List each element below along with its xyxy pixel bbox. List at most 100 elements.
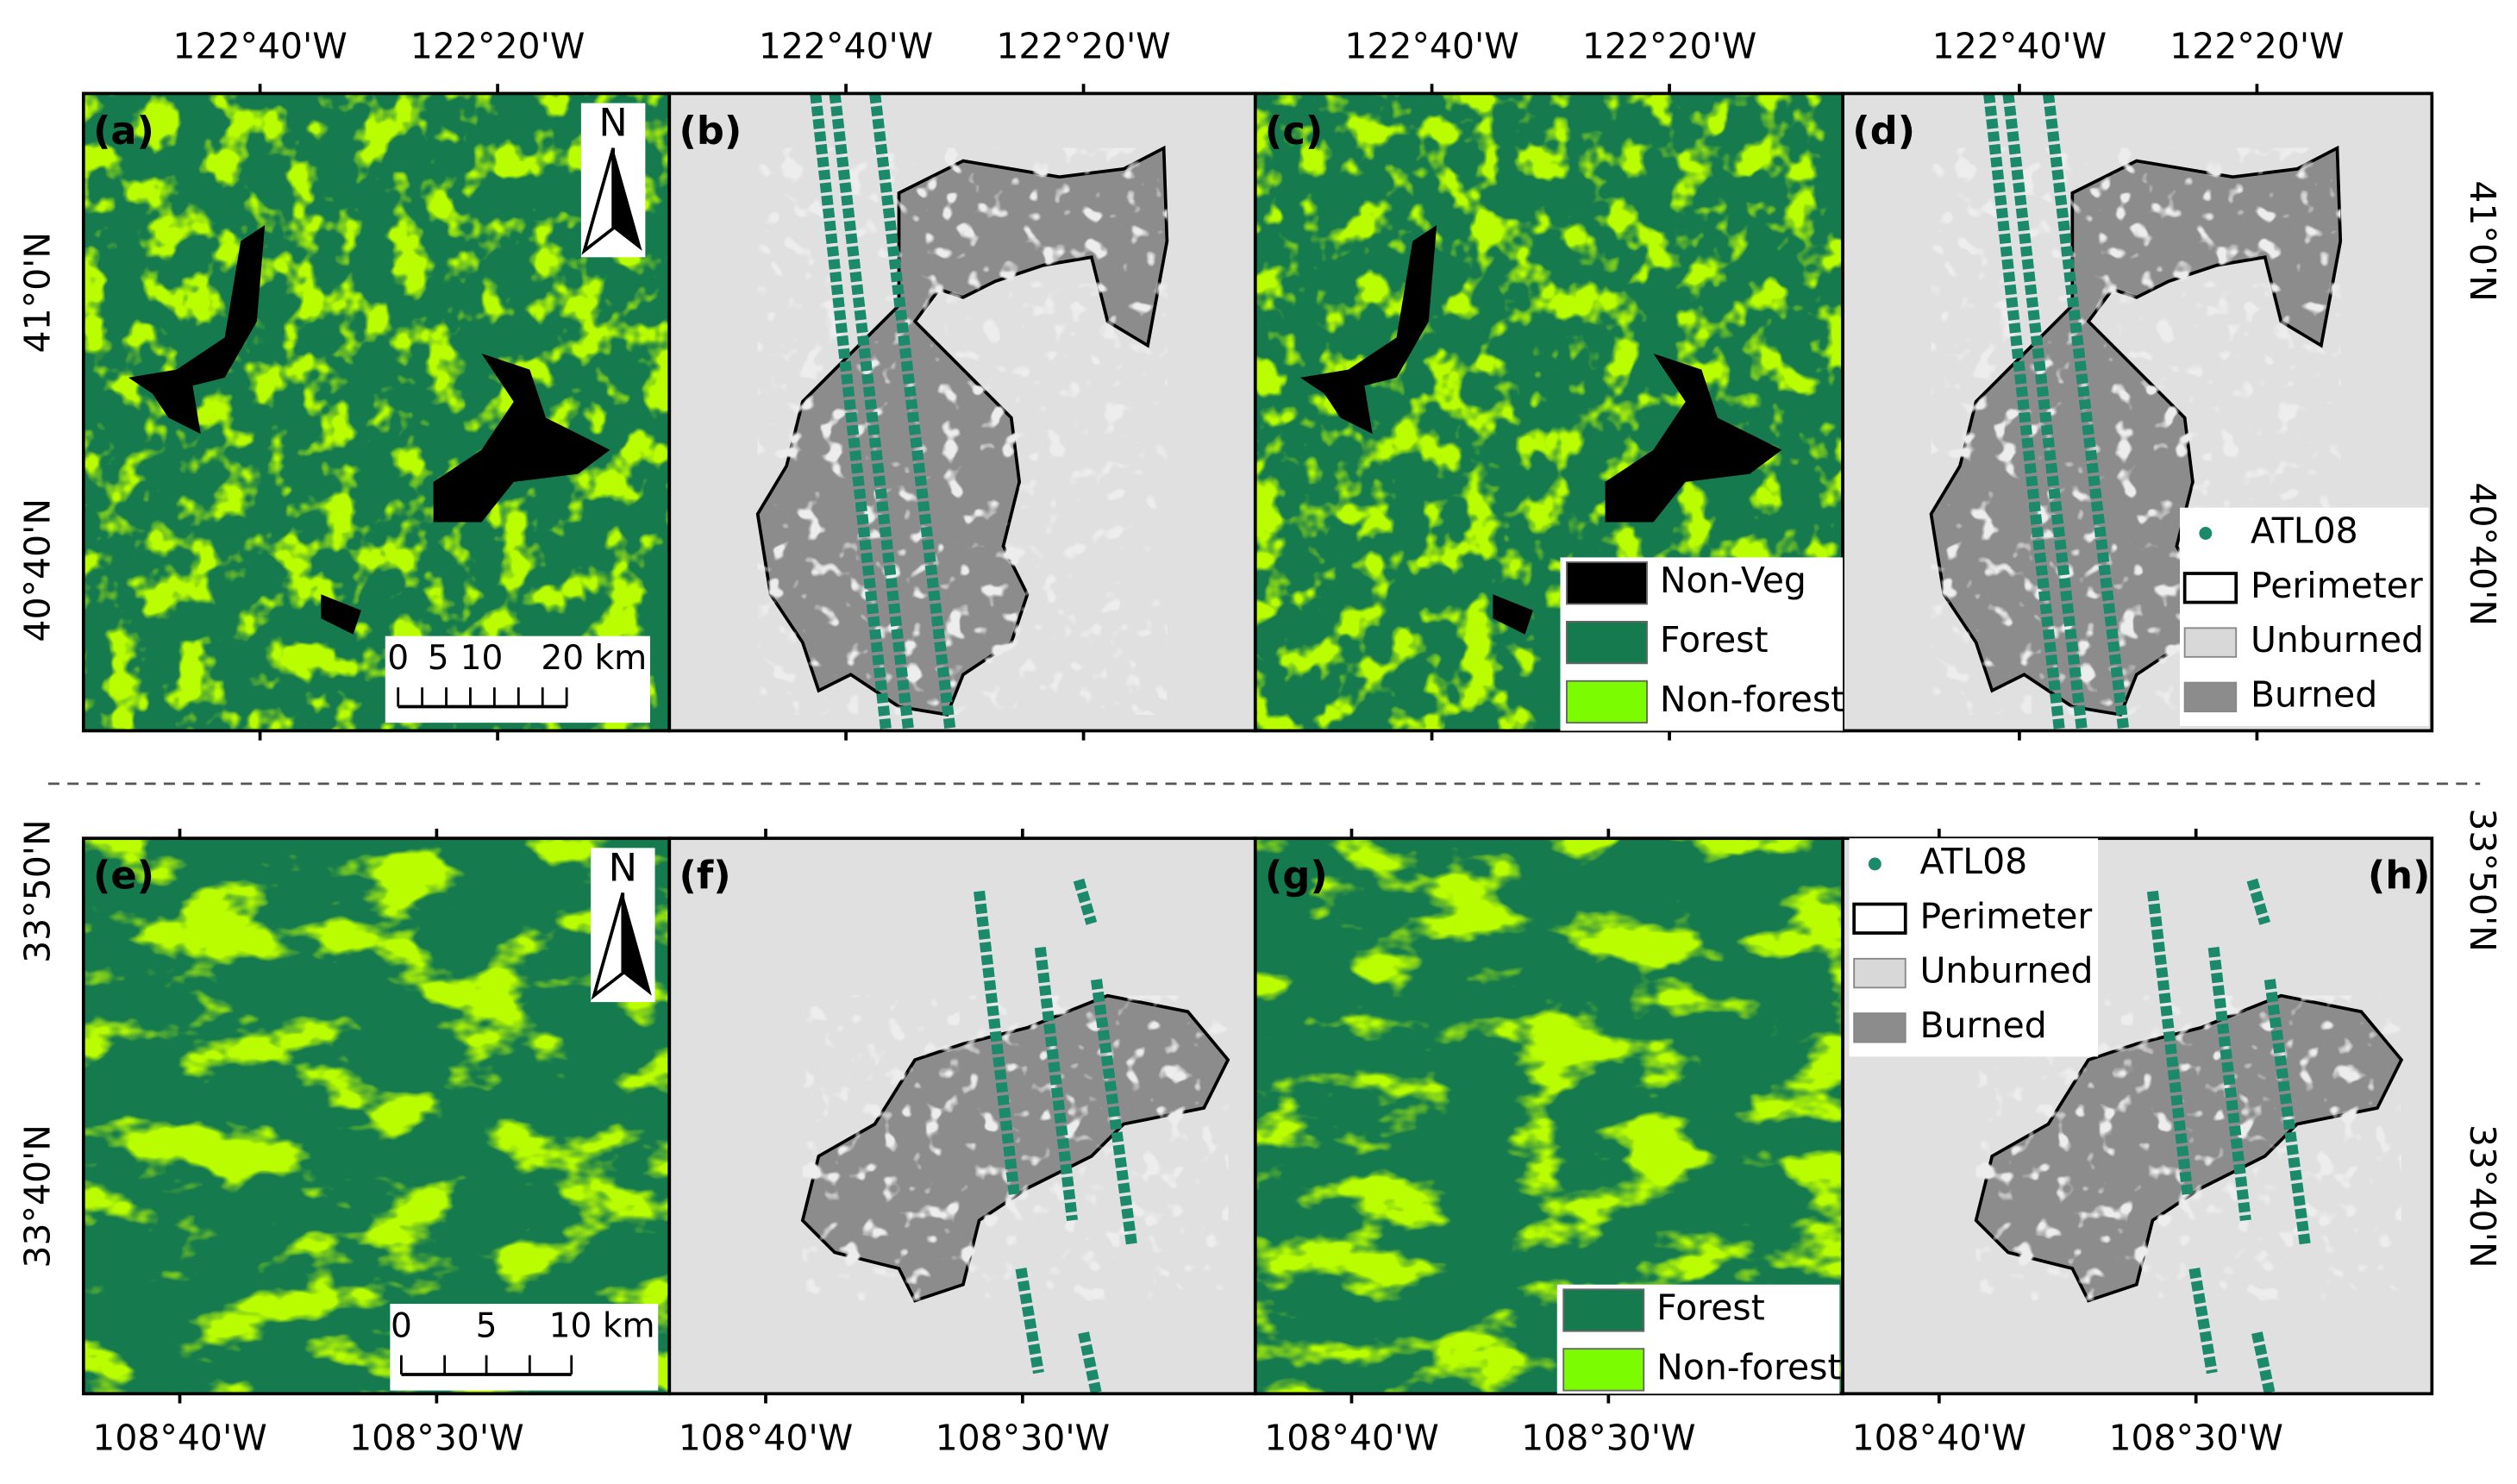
legend-swatch	[1565, 679, 1648, 724]
latitude-label: 33°50'N	[2462, 808, 2503, 952]
legend-label: ATL08	[1919, 841, 2027, 882]
longitude-label: 122°20'W	[410, 25, 585, 66]
legend-label: Non-forest	[1656, 1346, 1841, 1387]
legend-swatch	[1853, 957, 1907, 989]
latitude-label: 33°40'N	[17, 1124, 59, 1268]
legend-label: ATL08	[2251, 510, 2358, 551]
atl08-track	[869, 93, 956, 731]
panel-label: (d)	[1852, 109, 1915, 153]
atl08-track	[1073, 878, 1098, 925]
legend-label: Unburned	[2251, 619, 2424, 661]
latitude-label: 41°0'N	[2462, 180, 2503, 301]
scale-bar-label: 5	[428, 639, 449, 678]
longitude-label: 122°20'W	[996, 25, 1170, 66]
latitude-label: 40°40'N	[17, 498, 59, 642]
north-label: N	[598, 101, 627, 146]
water-body	[1299, 225, 1782, 635]
legend-label: Burned	[2251, 673, 2377, 715]
legend-swatch	[2183, 681, 2238, 713]
legend-swatch	[1565, 561, 1648, 605]
longitude-label: 122°40'W	[759, 25, 933, 66]
legend-label: Forest	[1656, 1287, 1765, 1329]
longitude-label: 122°40'W	[1932, 25, 2107, 66]
longitude-label: 122°40'W	[172, 25, 347, 66]
legend-marker	[1868, 857, 1881, 871]
unburned-patches	[1931, 147, 2341, 715]
atl08-track	[2002, 93, 2088, 731]
legend-label: Perimeter	[1919, 895, 2092, 936]
latitude-label: 33°40'N	[2462, 1124, 2503, 1268]
legend-swatch	[1565, 620, 1648, 665]
scale-bar-label: 5	[476, 1306, 498, 1345]
longitude-label: 108°40'W	[1852, 1417, 2026, 1458]
atl08-track	[1015, 1268, 1044, 1374]
atl08-track	[2246, 878, 2270, 925]
legend-marker	[2199, 527, 2213, 540]
atl08-track	[1078, 1331, 1102, 1394]
longitude-label: 108°30'W	[2108, 1417, 2282, 1458]
legend-swatch	[1562, 1288, 1645, 1332]
panel-frame	[1841, 91, 2434, 733]
panel-label: (h)	[2368, 854, 2431, 899]
atl08-track	[1091, 979, 1137, 1246]
map-panel	[1843, 838, 2432, 1394]
panel-frame	[1841, 836, 2434, 1396]
longitude-label: 108°30'W	[349, 1417, 523, 1458]
longitude-label: 108°40'W	[92, 1417, 266, 1458]
longitude-label: 122°40'W	[1344, 25, 1518, 66]
longitude-label: 108°30'W	[936, 1417, 1110, 1458]
map-panel	[669, 93, 1255, 731]
water-body	[128, 225, 610, 635]
atl08-track	[810, 93, 892, 731]
legend-swatch	[1853, 1012, 1907, 1043]
atl08-track	[2188, 1268, 2218, 1374]
legend-label: Non-forest	[1660, 679, 1844, 720]
legend-swatch	[2183, 627, 2238, 658]
atl08-track	[2251, 1331, 2276, 1394]
fire-perimeter	[800, 878, 1230, 1394]
atl08-track	[2263, 979, 2311, 1246]
atl08-track	[1034, 947, 1079, 1222]
north-label: N	[609, 845, 637, 890]
panel-label: (a)	[93, 109, 154, 153]
map-panel	[83, 93, 670, 731]
atl08-track	[1983, 93, 2065, 731]
legend-label: Unburned	[1919, 950, 2093, 992]
unburned-patches	[757, 147, 1168, 715]
scale-bar-label: 10	[460, 639, 504, 678]
legend-swatch	[1852, 902, 1907, 935]
fire-perimeter	[755, 93, 1169, 731]
fire-perimeter	[1974, 878, 2404, 1394]
legend-label: Burned	[1919, 1005, 2046, 1046]
longitude-label: 108°40'W	[679, 1417, 853, 1458]
scale-bar-label: 0	[391, 1306, 412, 1345]
longitude-label: 122°20'W	[1582, 25, 1756, 66]
panel-label: (f)	[679, 854, 730, 899]
panel-label: (e)	[93, 854, 154, 899]
panel-label: (b)	[679, 109, 742, 153]
scale-bar-label: 0	[387, 639, 409, 678]
unburned-patches	[802, 995, 1229, 1301]
map-panel	[669, 838, 1255, 1394]
longitude-label: 108°30'W	[1521, 1417, 1695, 1458]
legend-label: Perimeter	[2251, 565, 2423, 606]
longitude-label: 122°20'W	[2170, 25, 2344, 66]
atl08-track	[2042, 93, 2130, 731]
latitude-label: 41°0'N	[17, 232, 59, 353]
latitude-label: 33°50'N	[17, 819, 59, 963]
legend-label: Forest	[1660, 619, 1769, 661]
unburned-patches	[1975, 995, 2401, 1301]
legend-label: Non-Veg	[1660, 560, 1806, 601]
latitude-label: 40°40'N	[2462, 482, 2503, 626]
legend-swatch	[2182, 572, 2238, 604]
scale-bar-label: 20 km	[541, 639, 647, 678]
non-forest-patches	[83, 838, 670, 1394]
map-panel	[83, 838, 670, 1394]
longitude-label: 108°40'W	[1264, 1417, 1438, 1458]
panel-label: (g)	[1265, 854, 1328, 899]
atl08-track	[829, 93, 915, 731]
scale-bar-label: 10 km	[549, 1306, 655, 1345]
legend-swatch	[1562, 1348, 1645, 1392]
